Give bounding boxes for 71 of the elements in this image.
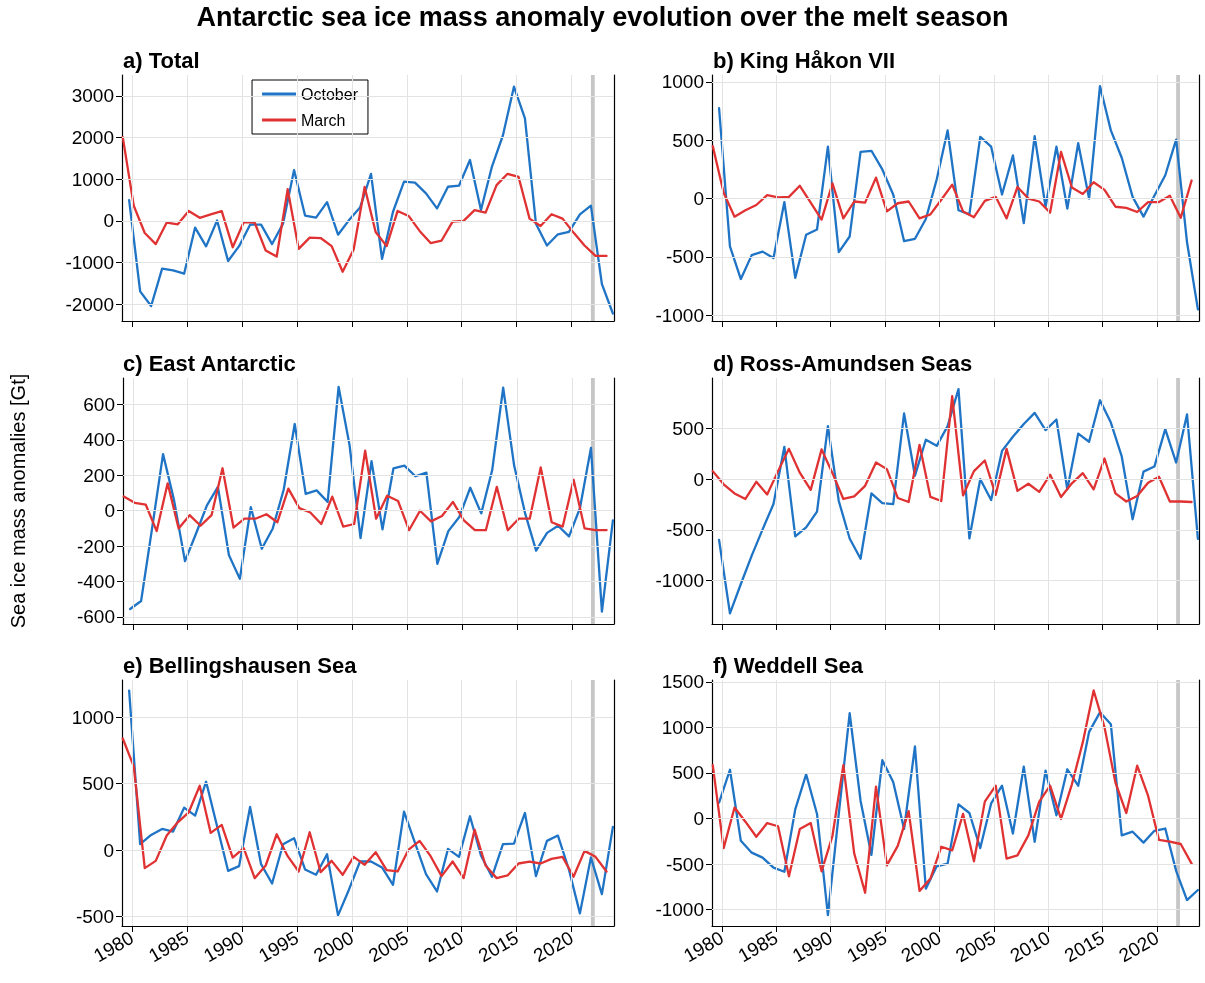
line-series	[717, 711, 1200, 917]
y-tick-label: 500	[672, 762, 704, 784]
line-series	[121, 737, 608, 880]
x-tick-label: 1980	[90, 926, 138, 967]
y-tick-label: -500	[665, 246, 704, 268]
y-tick-label: 1500	[661, 671, 704, 693]
y-tick-label: -500	[665, 519, 704, 541]
y-tick-label: -1000	[655, 569, 704, 591]
chart-subtitle: c) East Antarctic	[123, 350, 296, 376]
y-tick-label: -1000	[65, 252, 114, 274]
legend-label: March	[301, 111, 346, 129]
chart-title: Antarctic sea ice mass anomaly evolution over the melt season	[195, 2, 1010, 33]
y-tick-label: -400	[76, 571, 115, 593]
y-tick-label: -1000	[655, 899, 704, 921]
y-tick-label: 3000	[71, 85, 114, 107]
line-series	[711, 395, 1193, 504]
y-tick-label: 1000	[71, 168, 114, 190]
chart-subtitle: b) King Håkon VII	[713, 47, 896, 73]
x-tick-label: 1990	[788, 926, 836, 967]
y-tick-label: 400	[83, 429, 115, 451]
y-tick-label: 0	[693, 807, 704, 829]
line-series	[128, 385, 615, 613]
x-tick-label: 1995	[254, 926, 303, 967]
y-tick-label: 0	[693, 188, 704, 210]
y-tick-label: -500	[665, 853, 704, 875]
x-tick-label: 2000	[897, 926, 945, 967]
x-tick-label: 2015	[1060, 926, 1108, 967]
line-series	[121, 135, 608, 273]
x-tick-label: 2000	[309, 926, 358, 967]
y-tick-label: 200	[83, 464, 115, 486]
x-tick-label: 1990	[200, 926, 248, 967]
y-tick-label: 0	[104, 500, 115, 522]
y-tick-label: -2000	[65, 293, 114, 315]
y-tick-label: 600	[83, 394, 115, 416]
x-tick-label: 2020	[529, 926, 577, 967]
y-tick-label: -500	[75, 906, 114, 928]
line-series	[128, 689, 615, 917]
y-tick-label: -600	[76, 606, 115, 628]
x-tick-label: 2010	[419, 926, 467, 967]
y-tick-label: 1000	[661, 71, 704, 93]
y-tick-label: -1000	[655, 304, 704, 326]
x-tick-label: 2005	[952, 926, 1000, 967]
y-tick-label: 0	[693, 468, 704, 490]
y-tick-label: 2000	[71, 127, 114, 149]
chart-subtitle: e) Bellingshausen Sea	[123, 652, 358, 678]
y-tick-label: 500	[82, 773, 114, 795]
x-tick-label: 2020	[1115, 926, 1163, 967]
line-series	[122, 449, 608, 533]
y-tick-label: 0	[103, 839, 114, 861]
x-tick-label: 2005	[364, 926, 413, 967]
line-series	[128, 85, 615, 315]
x-tick-label: 1980	[679, 926, 728, 967]
y-tick-label: 1000	[71, 706, 114, 728]
chart-subtitle: f) Weddell Sea	[713, 652, 864, 678]
y-tick-label: 500	[672, 418, 704, 440]
line-series	[711, 689, 1193, 894]
x-tick-label: 2015	[474, 926, 522, 967]
y-axis-title: Sea ice mass anomalies [Gt]	[7, 373, 29, 629]
y-tick-label: 500	[672, 129, 704, 151]
x-tick-label: 1985	[734, 926, 782, 967]
y-tick-label: 1000	[661, 716, 704, 738]
x-tick-label: 1985	[145, 926, 193, 967]
line-series	[717, 387, 1200, 615]
chart-subtitle: d) Ross-Amundsen Seas	[713, 350, 973, 376]
chart-subtitle: a) Total	[123, 47, 200, 73]
y-tick-label: 0	[103, 210, 114, 232]
y-tick-label: -200	[76, 535, 115, 557]
x-tick-label: 2010	[1006, 926, 1054, 967]
x-tick-label: 1995	[843, 926, 891, 967]
line-series	[717, 84, 1200, 311]
line-series	[711, 144, 1193, 221]
